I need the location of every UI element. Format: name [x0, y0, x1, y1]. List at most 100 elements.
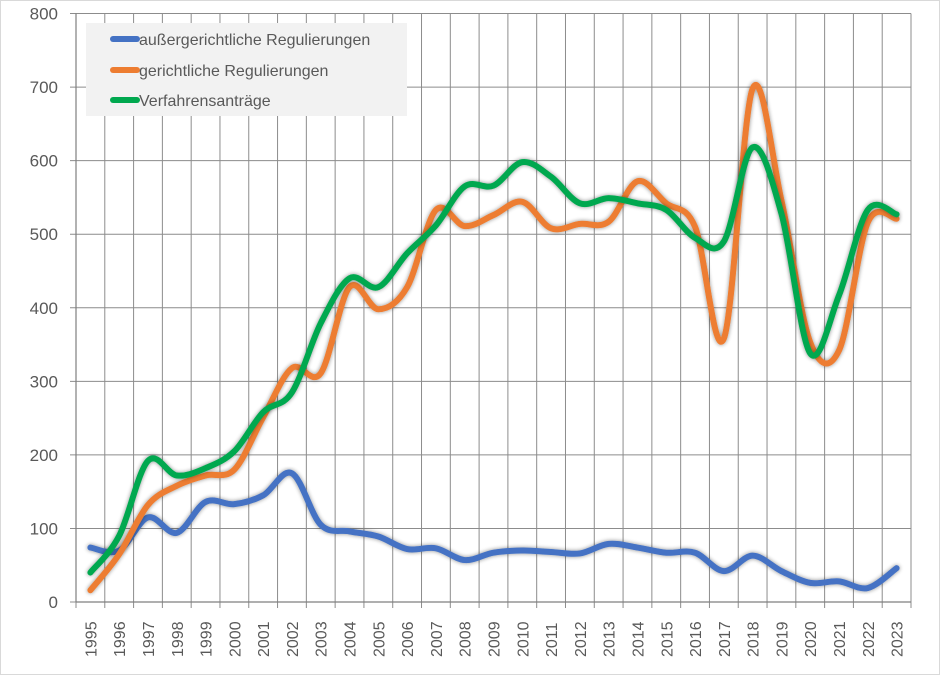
x-tick-label: 2009: [487, 621, 504, 657]
x-tick-label: 1995: [83, 621, 100, 657]
data-point: [87, 545, 93, 551]
data-point: [87, 570, 93, 576]
x-tick-label: 2016: [688, 621, 705, 657]
data-point: [807, 350, 813, 356]
x-tick-label: 1999: [199, 621, 216, 657]
data-point: [145, 502, 151, 508]
x-tick-label: 2015: [659, 621, 676, 657]
data-point: [375, 306, 381, 312]
data-point: [347, 275, 353, 281]
data-point: [347, 528, 353, 534]
data-point: [289, 470, 295, 476]
data-point: [87, 587, 93, 593]
data-point: [865, 585, 871, 591]
x-tick-label: 1997: [141, 621, 158, 657]
y-tick-label: 300: [30, 372, 58, 391]
data-point: [145, 458, 151, 464]
data-point: [807, 580, 813, 586]
data-point: [289, 365, 295, 371]
data-point: [203, 465, 209, 471]
data-point: [692, 235, 698, 241]
y-axis-labels: 0 100 200 300 400 500 600 700 800: [30, 5, 58, 613]
data-point: [231, 448, 237, 454]
data-point: [375, 534, 381, 540]
x-tick-label: 2018: [746, 621, 763, 657]
series-line-ausergerichtliche: [87, 469, 900, 592]
x-tick-label: 2001: [256, 621, 273, 657]
data-point: [174, 472, 180, 478]
data-point: [865, 207, 871, 213]
data-point: [836, 578, 842, 584]
data-point: [519, 548, 525, 554]
x-tick-label: 2014: [630, 621, 647, 657]
data-point: [433, 222, 439, 228]
data-point: [606, 195, 612, 201]
data-point: [663, 207, 669, 213]
data-point: [203, 472, 209, 478]
x-tick-label: 2023: [890, 621, 907, 657]
y-tick-label: 600: [30, 152, 58, 171]
data-point: [491, 183, 497, 189]
data-point: [491, 550, 497, 556]
x-tick-label: 2021: [832, 621, 849, 657]
x-tick-label: 2012: [573, 621, 590, 657]
data-point: [634, 200, 640, 206]
data-point: [721, 568, 727, 574]
legend-item-ausergerichtliche: außergerichtliche Regulierungen: [110, 32, 370, 49]
x-tick-label: 2004: [343, 621, 360, 657]
data-point: [750, 144, 756, 150]
legend-label: gerichtliche Regulierungen: [139, 63, 328, 80]
data-point: [375, 284, 381, 290]
data-point: [577, 221, 583, 227]
data-point: [145, 514, 151, 520]
legend-label: Verfahrensanträge: [139, 93, 271, 110]
x-tick-label: 2013: [602, 621, 619, 657]
x-tick-label: 2020: [803, 621, 820, 657]
data-point: [260, 492, 266, 498]
data-point: [462, 557, 468, 563]
x-tick-label: 2008: [458, 621, 475, 657]
data-point: [750, 553, 756, 559]
data-point: [577, 550, 583, 556]
y-tick-label: 700: [30, 78, 58, 97]
data-point: [318, 320, 324, 326]
legend-item-verfahrensantraege: Verfahrensanträge: [110, 93, 271, 110]
x-tick-label: 2017: [717, 621, 734, 657]
data-point: [634, 178, 640, 184]
data-point: [491, 212, 497, 218]
x-tick-label: 2007: [429, 621, 446, 657]
data-point: [462, 183, 468, 189]
data-point: [116, 551, 122, 557]
x-tick-label: 2002: [285, 621, 302, 657]
data-point: [433, 545, 439, 551]
data-point: [663, 200, 669, 206]
data-point: [606, 219, 612, 225]
data-point: [692, 224, 698, 230]
data-point: [260, 409, 266, 415]
series-line-gerichtliche: [87, 82, 900, 594]
data-point: [721, 239, 727, 245]
data-point: [606, 541, 612, 547]
data-point: [836, 292, 842, 298]
data-point: [174, 483, 180, 489]
series-lines: [87, 82, 900, 594]
data-point: [692, 550, 698, 556]
y-tick-label: 500: [30, 225, 58, 244]
data-point: [318, 522, 324, 528]
data-point: [116, 533, 122, 539]
data-point: [289, 389, 295, 395]
y-tick-label: 0: [49, 593, 58, 612]
data-point: [778, 211, 784, 217]
data-point: [462, 223, 468, 229]
series-path: [87, 82, 900, 594]
axes: [75, 13, 911, 603]
series-path: [87, 469, 900, 592]
data-point: [231, 467, 237, 473]
x-tick-label: 1998: [170, 621, 187, 657]
series-path: [87, 144, 900, 576]
x-tick-label: 2005: [371, 621, 388, 657]
data-point: [433, 207, 439, 213]
data-point: [663, 550, 669, 556]
y-tick-label: 800: [30, 5, 58, 24]
